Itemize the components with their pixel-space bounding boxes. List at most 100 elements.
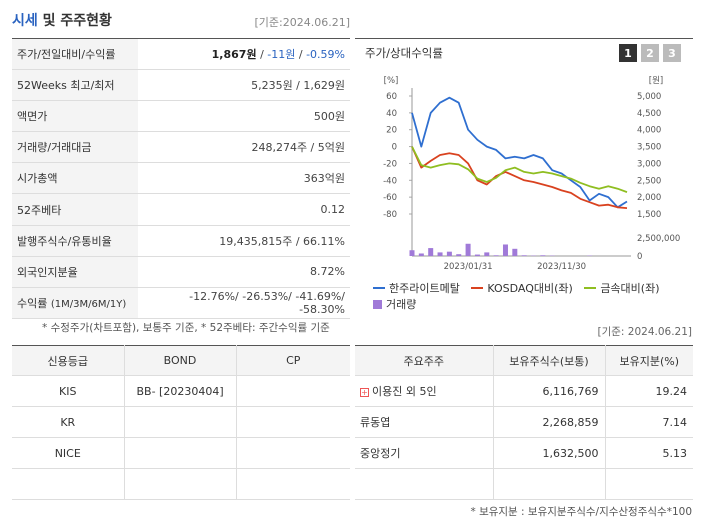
chart-tab-2[interactable]: 2 <box>641 44 659 62</box>
returns-value: -12.76%/ -26.53%/ -41.69%/ -58.30% <box>138 287 350 319</box>
chart-tab-3[interactable]: 3 <box>663 44 681 62</box>
left-tick-label: 20 <box>386 126 397 136</box>
holder-shares: 6,116,769 <box>492 375 605 407</box>
table-row: 주가/전일대비/수익률 1,867원 / -11원 / -0.59% <box>12 38 350 71</box>
price-change-rate: 1,867원 / -11원 / -0.59% <box>138 38 350 71</box>
left-tick-label: -20 <box>383 159 397 169</box>
bond-cell: BB- [20230404] <box>123 375 236 407</box>
holder-name <box>355 468 493 500</box>
table-row: 52주베타 0.12 <box>12 193 350 226</box>
column-header: 신용등급 <box>12 345 124 376</box>
row-value: 248,274주 / 5억원 <box>138 131 350 164</box>
agency-cell <box>12 468 124 500</box>
chart-panel: [%] [원] 60 40 20 0 -20 -40 -60 -80 5,000 4,500 4,000… <box>355 38 693 315</box>
row-label: 외국인지분율 <box>12 256 138 288</box>
legend-item: 거래량 <box>373 296 416 312</box>
legend-item: KOSDAQ대비(좌) <box>471 280 573 296</box>
left-tick-label: 40 <box>386 109 397 119</box>
column-header: CP <box>235 345 350 376</box>
holder-shares: 1,632,500 <box>492 437 605 469</box>
section-header: 시세 및 주주현황 [기준:2024.06.21] <box>12 10 350 34</box>
series-line-kosdaq <box>411 146 628 209</box>
row-value: 363억원 <box>138 162 350 195</box>
price-chart: [%] [원] 60 40 20 0 -20 -40 -60 -80 5,000 4,500 4,000… <box>383 76 680 272</box>
volume-bar <box>493 255 499 256</box>
row-value: 500원 <box>138 100 350 133</box>
section-title: 시세 및 주주현황 <box>12 13 112 29</box>
left-tick-label: -80 <box>383 210 397 220</box>
row-label: 액면가 <box>12 100 138 133</box>
right-tick-label: 4,500 <box>637 109 661 119</box>
as-of-date: [기준:2024.06.21] <box>254 16 350 29</box>
volume-bar <box>437 252 443 256</box>
legend-swatch <box>584 287 597 289</box>
holder-name: 류동엽 <box>355 406 493 438</box>
row-value: 19,435,815주 / 66.11% <box>138 225 350 257</box>
row-label: 발행주식수/유통비율 <box>12 225 138 257</box>
x-tick-label: 2023/11/30 <box>537 262 586 272</box>
right-tick-label: 1,500 <box>637 210 661 220</box>
row-label: 거래량/거래대금 <box>12 131 138 164</box>
chart-tab-1[interactable]: 1 <box>619 44 637 62</box>
legend-item: 금속대비(좌) <box>584 280 660 296</box>
holder-name[interactable]: + 이용진 외 5인 <box>355 375 493 407</box>
left-tick-label: 0 <box>392 143 397 153</box>
left-tick-label: 60 <box>386 92 397 102</box>
column-header: BOND <box>123 345 236 376</box>
table-row <box>355 468 693 500</box>
row-label: 52Weeks 최고/최저 <box>12 69 138 102</box>
legend-swatch <box>373 287 385 289</box>
cp-cell <box>235 375 350 407</box>
table-row: KIS BB- [20230404] <box>12 375 350 407</box>
series-line-metal <box>411 146 628 193</box>
left-tick-label: -40 <box>383 176 397 186</box>
table-row: 발행주식수/유통비율 19,435,815주 / 66.11% <box>12 225 350 257</box>
price-summary-table: 주가/전일대비/수익률 1,867원 / -11원 / -0.59% 52Wee… <box>12 38 350 319</box>
right-tick-label: 2,500 <box>637 176 661 186</box>
expand-icon[interactable]: + <box>360 387 369 397</box>
table-row: 52Weeks 최고/최저 5,235원 / 1,629원 <box>12 69 350 102</box>
credit-rating-table: 신용등급 BOND CP KIS BB- [20230404] KR NICE <box>12 345 350 500</box>
table-row: 수익률 (1M/3M/6M/1Y) -12.76%/ -26.53%/ -41.… <box>12 287 350 319</box>
chart-legend: 한주라이트메탈 KOSDAQ대비(좌) 금속대비(좌) 거래량 <box>373 279 693 312</box>
agency-cell: KR <box>12 406 124 438</box>
summary-note: * 수정주가(차트포함), 보통주 기준, * 52주베타: 주간수익률 기준 <box>42 322 330 334</box>
bond-cell <box>123 406 236 438</box>
volume-bar <box>474 254 480 256</box>
bond-cell <box>123 468 236 500</box>
as-of-date: [기준: 2024.06.21] <box>597 326 692 338</box>
cp-cell <box>235 468 350 500</box>
left-axis-unit: [%] <box>384 76 399 86</box>
volume-bar <box>465 243 471 256</box>
chart-tabs: 1 2 3 <box>619 44 681 62</box>
legend-swatch <box>471 287 484 289</box>
volume-bar <box>418 253 424 256</box>
x-tick-label: 2023/01/31 <box>444 262 493 272</box>
volume-bar <box>409 250 415 256</box>
chart-title: 주가/상대수익률 <box>365 46 443 60</box>
right-axis-unit: [원] <box>649 76 663 86</box>
holder-name: 중앙정기 <box>355 437 493 469</box>
legend-item: 한주라이트메탈 <box>373 280 460 296</box>
volume-bar <box>502 244 508 256</box>
right-tick-label: 3,000 <box>637 159 661 169</box>
right-tick-label: 2,000 <box>637 193 661 203</box>
holders-note: * 보유지분 : 보유지분주식수/지수산정주식수*100 <box>470 506 692 518</box>
cp-cell <box>235 406 350 438</box>
column-header: 주요주주 <box>355 345 493 376</box>
right-tick-label: 4,000 <box>637 126 661 136</box>
column-header: 보유주식수(보통) <box>492 345 605 376</box>
row-value: 0.12 <box>138 193 350 226</box>
column-header: 보유지분(%) <box>604 345 693 376</box>
row-value: 8.72% <box>138 256 350 288</box>
right-tick-label: 3,500 <box>637 143 661 153</box>
right-tick-label: 5,000 <box>637 92 661 102</box>
bond-cell <box>123 437 236 469</box>
volume-bar <box>512 248 518 256</box>
volume-bar <box>456 254 462 256</box>
holder-percent: 19.24 <box>604 375 693 407</box>
table-header-row: 신용등급 BOND CP <box>12 345 350 376</box>
holder-shares: 2,268,859 <box>492 406 605 438</box>
table-row <box>12 468 350 500</box>
volume-bar <box>446 251 452 256</box>
